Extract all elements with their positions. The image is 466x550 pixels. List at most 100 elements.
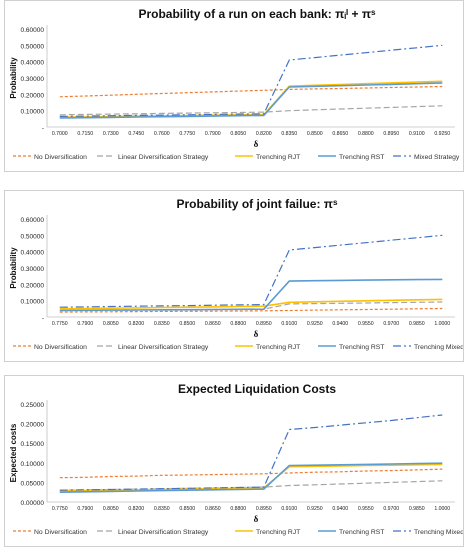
x-tick-label: 0.8200	[256, 131, 272, 137]
line-chart: Probability of joint failue: πˢ - 0.10000 0…	[9, 197, 463, 351]
legend-label: No Diversification	[34, 529, 87, 536]
y-tick-label: -	[42, 315, 44, 322]
x-tick-label: 0.9700	[383, 506, 399, 512]
x-tick-label: 0.8050	[103, 506, 119, 512]
y-tick-label: 0.10000	[21, 461, 45, 468]
x-tick-label: 0.7900	[77, 321, 93, 327]
legend-label: Trenching Mixed	[414, 529, 463, 536]
x-tick-label: 0.9250	[434, 131, 450, 137]
x-tick-label: 0.9850	[409, 506, 425, 512]
x-tick-label: 1.0000	[434, 321, 450, 327]
y-tick-label: -	[42, 125, 44, 132]
series-line-no-diversification	[59, 468, 443, 479]
y-tick-label: 0.30000	[21, 76, 45, 83]
chart-title: Expected Liquidation Costs	[178, 382, 336, 396]
y-tick-label: 0.10000	[21, 109, 45, 116]
chart-title: Probability of a run on each bank: πᵢᴵ +…	[138, 7, 376, 21]
x-tick-label: 0.8500	[307, 131, 323, 137]
legend-label: Linear Diversification Strategy	[118, 154, 209, 161]
x-tick-label: 0.9850	[409, 321, 425, 327]
series-line-trenching-rst	[59, 278, 443, 312]
y-tick-label: 0.30000	[21, 266, 45, 273]
y-axis-label: Expected costs	[9, 423, 18, 482]
x-tick-label: 0.7000	[52, 131, 68, 137]
x-tick-label: 0.8800	[230, 321, 246, 327]
chart-panel-liquidation-costs: Expected Liquidation Costs 0.00000 0.05000…	[4, 375, 464, 547]
legend-label: Linear Diversification Strategy	[118, 344, 209, 351]
legend-label: Trenching RJT	[256, 529, 300, 536]
x-tick-label: 0.9550	[358, 321, 374, 327]
x-tick-label: 0.7900	[77, 506, 93, 512]
y-tick-label: 0.20000	[21, 282, 45, 289]
chart-title: Probability of joint failue: πˢ	[176, 197, 338, 211]
y-tick-label: 0.50000	[21, 43, 45, 50]
x-axis-label: δ	[254, 139, 259, 149]
x-tick-label: 0.9700	[383, 321, 399, 327]
x-tick-label: 0.7750	[52, 321, 68, 327]
x-tick-label: 0.9100	[281, 321, 297, 327]
series-line-trenching-rjt	[59, 463, 443, 492]
x-tick-label: 0.8650	[205, 321, 221, 327]
y-axis-label: Probability	[9, 247, 18, 289]
x-tick-label: 0.8500	[179, 321, 195, 327]
x-tick-label: 0.9400	[332, 321, 348, 327]
series-line-trenching-rjt	[59, 298, 443, 310]
legend-label: No Diversification	[34, 154, 87, 161]
y-tick-label: 0.40000	[21, 60, 45, 67]
series-line-no-diversification	[59, 85, 443, 98]
series-line-linear-diversification-strategy	[59, 105, 443, 116]
x-axis-label: δ	[254, 514, 259, 524]
y-tick-label: 0.10000	[21, 299, 45, 306]
series-line-trenching-mixed	[59, 234, 443, 308]
x-tick-label: 0.9400	[332, 506, 348, 512]
legend-label: Mixed Strategy	[414, 154, 460, 161]
legend-label: Trenching Mixed	[414, 344, 463, 351]
x-tick-label: 0.8950	[256, 506, 272, 512]
x-tick-label: 0.8050	[230, 131, 246, 137]
line-chart: Expected Liquidation Costs 0.00000 0.05000…	[9, 382, 463, 536]
series-line-mixed-strategy	[59, 44, 443, 117]
x-tick-label: 0.9550	[358, 506, 374, 512]
x-tick-label: 0.8500	[179, 506, 195, 512]
y-tick-label: 0.25000	[21, 402, 45, 409]
legend-label: Trenching RST	[339, 344, 384, 351]
x-tick-label: 0.9250	[307, 506, 323, 512]
series-line-trenching-rst	[59, 462, 443, 493]
x-tick-label: 0.8800	[230, 506, 246, 512]
y-axis-label: Probability	[9, 57, 18, 99]
x-tick-label: 0.9100	[409, 131, 425, 137]
x-tick-label: 0.8650	[205, 506, 221, 512]
y-tick-label: 0.40000	[21, 250, 45, 257]
legend-label: Trenching RST	[339, 154, 384, 161]
x-tick-label: 0.7600	[154, 131, 170, 137]
x-tick-label: 0.7750	[52, 506, 68, 512]
x-tick-label: 0.8200	[128, 506, 144, 512]
series-line-trenching-rst	[59, 82, 443, 119]
x-tick-label: 0.8800	[358, 131, 374, 137]
chart-panel-joint-failure: Probability of joint failue: πˢ - 0.10000 0…	[4, 190, 464, 362]
y-tick-label: 0.60000	[21, 27, 45, 34]
x-tick-label: 0.8350	[154, 506, 170, 512]
y-tick-label: 0.00000	[21, 500, 45, 507]
x-tick-label: 0.8050	[103, 321, 119, 327]
series-line-trenching-mixed	[59, 414, 443, 491]
x-tick-label: 0.8950	[256, 321, 272, 327]
x-axis-label: δ	[254, 329, 259, 339]
x-tick-label: 0.7900	[205, 131, 221, 137]
legend-label: Linear Diversification Strategy	[118, 529, 209, 536]
y-tick-label: 0.20000	[21, 92, 45, 99]
y-tick-label: 0.20000	[21, 422, 45, 429]
x-tick-label: 0.9250	[307, 321, 323, 327]
series-line-no-diversification	[59, 307, 443, 313]
legend-label: No Diversification	[34, 344, 87, 351]
y-tick-label: 0.15000	[21, 441, 45, 448]
y-tick-label: 0.60000	[21, 217, 45, 224]
y-tick-label: 0.50000	[21, 233, 45, 240]
x-tick-label: 0.8350	[281, 131, 297, 137]
x-tick-label: 0.7750	[179, 131, 195, 137]
legend-label: Trenching RST	[339, 529, 384, 536]
x-tick-label: 0.8950	[383, 131, 399, 137]
chart-panel-run-probability: Probability of a run on each bank: πᵢᴵ +…	[4, 0, 464, 172]
x-tick-label: 0.7300	[103, 131, 119, 137]
x-tick-label: 0.7450	[128, 131, 144, 137]
